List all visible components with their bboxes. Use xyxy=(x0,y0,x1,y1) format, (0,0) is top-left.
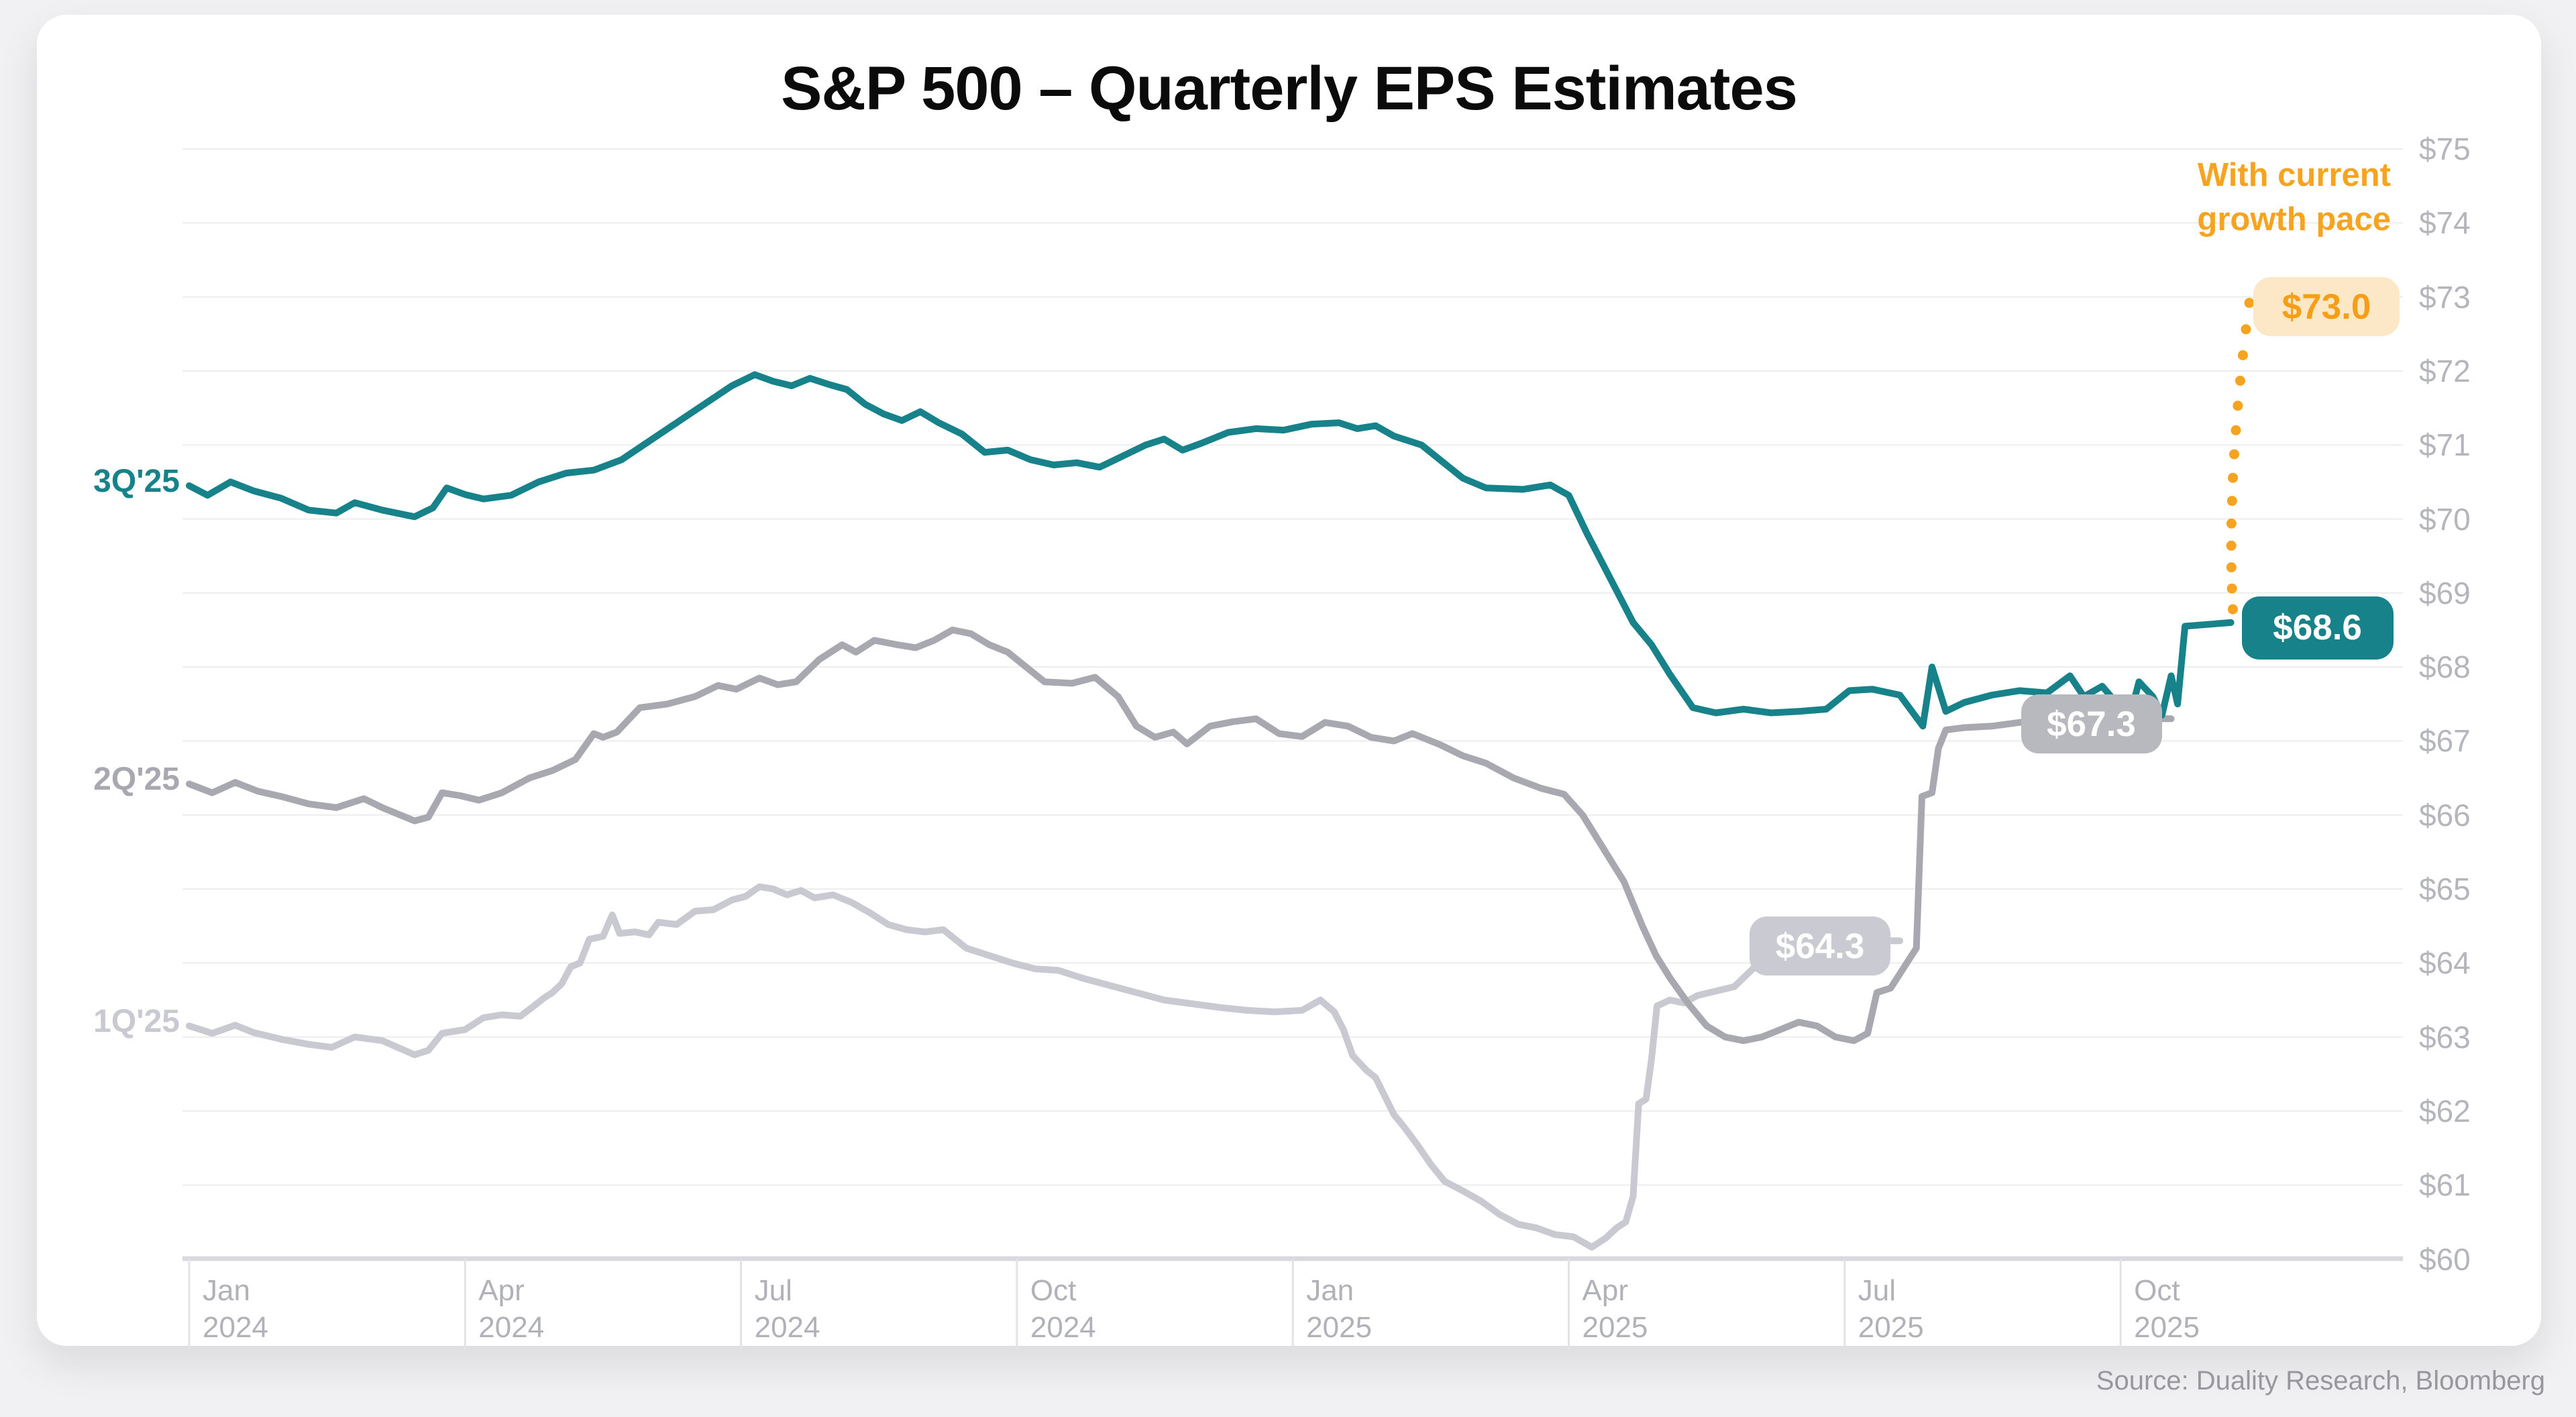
y-axis-label: $67 xyxy=(2419,723,2471,759)
x-axis-label: Oct 2025 xyxy=(2134,1274,2200,1344)
projection-dot xyxy=(2226,583,2237,594)
projection-dot xyxy=(2241,324,2251,335)
projection-dot xyxy=(2226,496,2237,507)
projection-dot xyxy=(2237,350,2248,360)
x-axis-label: Jul 2025 xyxy=(1858,1274,1924,1344)
page-title: S&P 500 – Quarterly EPS Estimates xyxy=(781,54,1798,123)
source-note: Source: Duality Research, Bloomberg xyxy=(2096,1366,2545,1396)
y-axis-label: $74 xyxy=(2419,205,2471,241)
x-axis-label: Jul 2024 xyxy=(754,1274,820,1344)
projection-dot xyxy=(2227,604,2238,615)
x-axis-label: Jan 2024 xyxy=(203,1274,268,1344)
projection-dot xyxy=(2228,472,2239,483)
projection-dot xyxy=(2229,449,2239,460)
projection-annotation-line2: growth pace xyxy=(2197,201,2391,238)
line-1q25 xyxy=(186,883,1904,1251)
x-axis-label: Apr 2024 xyxy=(478,1274,545,1344)
y-axis-label: $60 xyxy=(2419,1241,2471,1277)
value-badge-3q25: $68.6 xyxy=(2241,596,2394,660)
y-axis-label: $66 xyxy=(2419,797,2471,833)
series-label-3q25: 3Q'25 xyxy=(93,463,180,499)
series-label-2q25: 2Q'25 xyxy=(93,762,180,798)
x-axis-label: Oct 2024 xyxy=(1030,1274,1096,1344)
x-axis-label: Jan 2025 xyxy=(1306,1274,1373,1344)
series-label-1q25: 1Q'25 xyxy=(93,1004,180,1040)
projection-dot xyxy=(2226,540,2237,551)
line-2q25 xyxy=(186,626,2175,1045)
y-axis-label: $62 xyxy=(2419,1093,2471,1129)
y-axis-label: $73 xyxy=(2419,279,2471,315)
value-badge-1q25: $64.3 xyxy=(1750,916,1891,976)
y-axis-label: $71 xyxy=(2419,427,2471,463)
x-axis-label: Apr 2025 xyxy=(1582,1274,1648,1344)
y-axis-label: $61 xyxy=(2419,1167,2471,1203)
y-axis-label: $70 xyxy=(2419,501,2471,537)
projection-dot xyxy=(2231,425,2241,435)
y-axis-label: $65 xyxy=(2419,872,2471,906)
projection-annotation: With current growth pace xyxy=(2197,153,2391,242)
y-axis-label: $75 xyxy=(2419,132,2471,166)
chart-card xyxy=(37,15,2541,1346)
projection-dot xyxy=(2233,401,2243,411)
projection-dot xyxy=(2226,518,2237,529)
projection-annotation-line1: With current xyxy=(2197,157,2391,193)
projection-dot xyxy=(2226,562,2237,573)
y-axis-label: $68 xyxy=(2419,649,2471,685)
line-3q25 xyxy=(186,371,2235,730)
y-axis-label: $69 xyxy=(2419,575,2471,611)
projection-dot xyxy=(2244,297,2255,308)
y-axis-label: $64 xyxy=(2419,945,2471,981)
y-axis-label: $72 xyxy=(2419,353,2471,388)
value-badge-2q25: $67.3 xyxy=(2021,694,2162,754)
y-axis-label: $63 xyxy=(2419,1019,2471,1055)
value-badge-projection: $73.0 xyxy=(2253,277,2400,337)
projection-dot xyxy=(2235,376,2245,386)
